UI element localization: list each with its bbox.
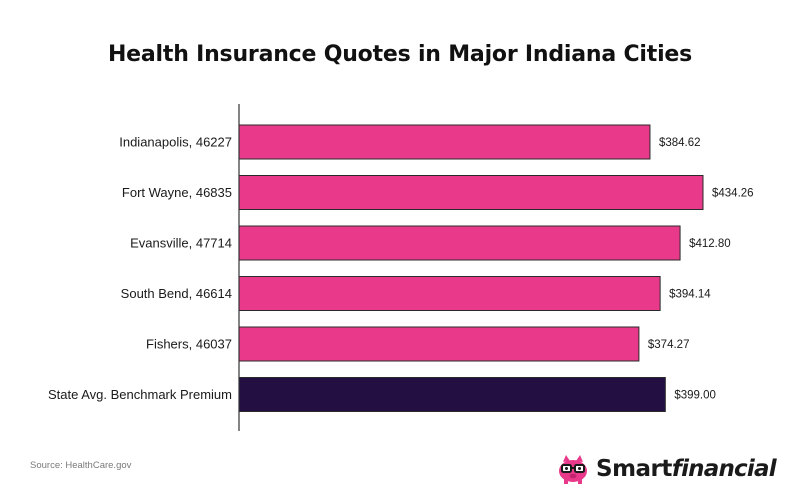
category-label-3: South Bend, 46614 <box>121 286 232 301</box>
value-label-2: $412.80 <box>689 238 731 250</box>
bar-2 <box>238 225 681 261</box>
value-label-4: $374.27 <box>648 339 690 351</box>
bar-5 <box>238 377 666 412</box>
category-label-4: Fishers, 46037 <box>146 337 232 352</box>
bar-0 <box>238 124 651 160</box>
bar-4 <box>238 326 640 362</box>
category-label-5: State Avg. Benchmark Premium <box>48 387 232 402</box>
category-label-1: Fort Wayne, 46835 <box>122 185 232 200</box>
source-note: Source: HealthCare.gov <box>30 460 132 471</box>
chart-title: Health Insurance Quotes in Major Indiana… <box>107 42 693 67</box>
value-label-0: $384.62 <box>659 137 701 149</box>
category-label-0: Indianapolis, 46227 <box>119 135 232 150</box>
value-label-5: $399.00 <box>674 390 716 402</box>
brand-name-part2: financial <box>671 456 777 482</box>
category-label-2: Evansville, 47714 <box>130 236 232 251</box>
brand-logo: Smartfinancial <box>556 449 777 489</box>
value-label-3: $394.14 <box>669 289 711 301</box>
brand-wordmark: Smartfinancial <box>596 456 777 482</box>
brand-name-part1: Smart <box>596 456 672 482</box>
bar-3 <box>238 276 661 311</box>
piggy-bank-glasses-icon <box>559 455 587 484</box>
value-label-1: $434.26 <box>712 188 754 200</box>
bar-1 <box>238 175 704 210</box>
